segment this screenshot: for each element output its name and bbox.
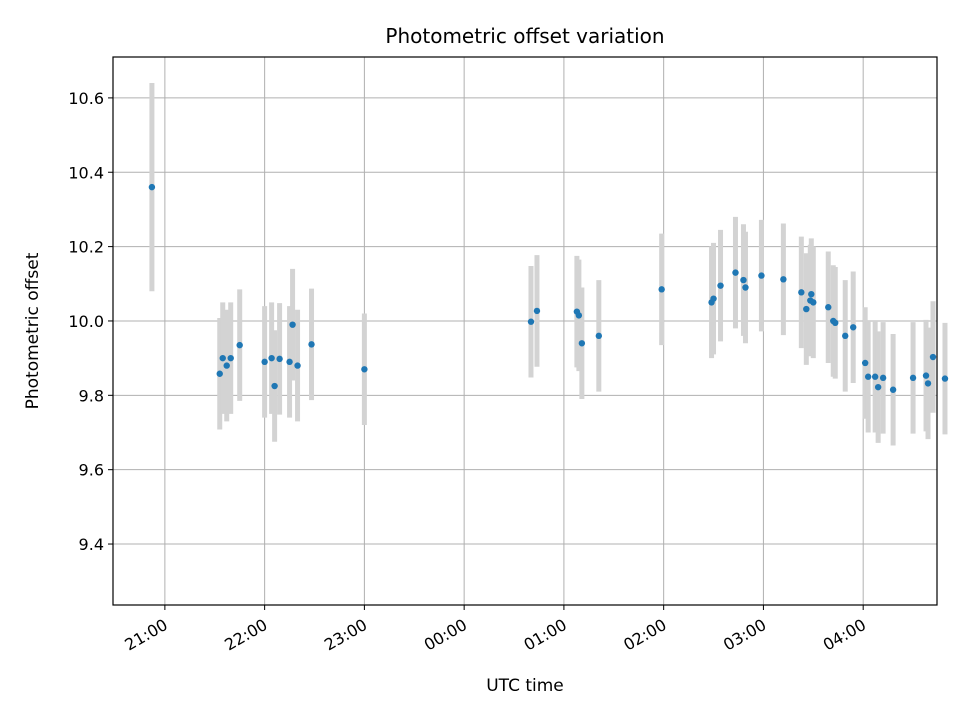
plot-frame	[112, 56, 938, 606]
data-point	[861, 359, 869, 367]
data-point	[289, 321, 296, 328]
data-point	[740, 276, 747, 284]
data-point	[889, 386, 897, 393]
data-point	[850, 324, 857, 331]
data-point	[533, 307, 541, 315]
data-point	[216, 370, 223, 377]
data-point	[219, 354, 226, 362]
data-point	[236, 341, 243, 349]
y-tick-label: 9.6	[79, 461, 104, 480]
y-tick-label: 10.4	[68, 163, 104, 182]
x-axis-label: UTC time	[486, 676, 564, 696]
data-point	[922, 372, 930, 379]
data-point	[595, 332, 603, 340]
data-point	[808, 290, 815, 298]
data-point	[268, 354, 275, 362]
data-point	[308, 341, 315, 348]
data-point	[527, 318, 535, 325]
y-tick-label: 10.2	[68, 238, 104, 257]
data-point	[924, 380, 932, 387]
data-point	[148, 183, 156, 191]
data-point	[294, 362, 301, 369]
data-point	[803, 305, 810, 313]
data-point	[864, 373, 872, 380]
data-point	[780, 276, 787, 283]
data-point	[223, 362, 230, 369]
data-point	[361, 366, 368, 373]
data-point	[825, 304, 832, 311]
y-tick-label: 9.8	[79, 386, 104, 405]
data-point	[271, 382, 278, 390]
data-point	[842, 332, 849, 340]
data-point	[658, 286, 665, 293]
y-axis-label: Photometric offset	[23, 252, 43, 409]
data-point	[832, 319, 839, 327]
y-tick-label: 10.0	[68, 312, 104, 331]
data-points	[148, 183, 949, 393]
data-point	[879, 374, 887, 382]
data-point	[286, 358, 293, 366]
y-tick-label: 10.6	[68, 89, 104, 108]
data-point	[717, 282, 724, 289]
data-point	[798, 289, 805, 296]
y-axis: 9.4 9.6 9.8 10.0 10.2 10.4 10.6	[68, 89, 113, 554]
data-point	[742, 284, 749, 291]
data-point	[929, 353, 937, 361]
data-point	[261, 358, 268, 366]
data-point	[578, 340, 586, 347]
data-point	[941, 375, 949, 382]
data-point	[871, 373, 879, 380]
data-point	[758, 272, 765, 279]
y-tick-label: 9.4	[79, 535, 104, 554]
chart-title: Photometric offset variation	[385, 24, 664, 48]
data-point	[227, 354, 234, 362]
data-point	[575, 312, 583, 319]
data-point	[874, 383, 882, 391]
data-point	[810, 299, 817, 306]
data-point	[710, 295, 717, 302]
data-point	[276, 355, 283, 363]
data-point	[732, 269, 739, 276]
data-point	[909, 374, 917, 382]
